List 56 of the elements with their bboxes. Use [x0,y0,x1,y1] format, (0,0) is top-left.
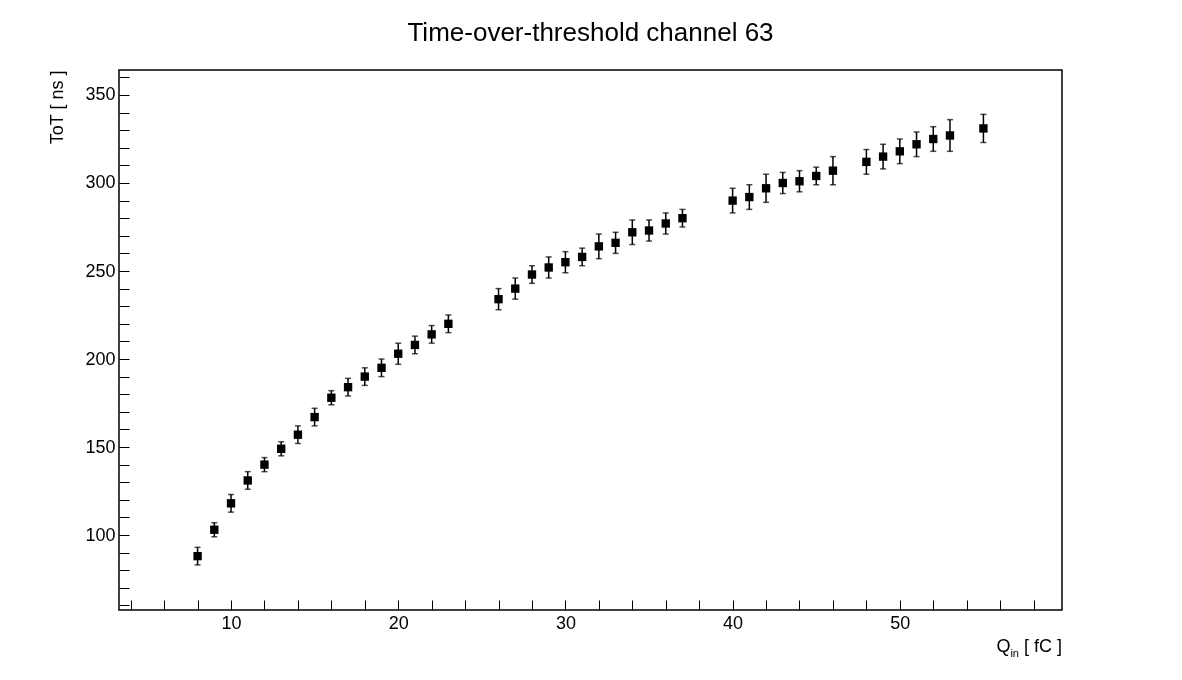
point [812,171,821,181]
point [394,349,403,358]
y-tick-label: 250 [85,260,116,281]
point [260,460,269,469]
point [410,340,420,350]
point [360,372,369,381]
point [745,192,754,202]
x-axis-title: Q$_{in}$ [ fC ] [996,636,1062,659]
y-tick-label: 200 [85,348,116,369]
point [594,242,604,251]
point [862,157,871,167]
point [611,238,620,248]
y-axis-title: ToT [ ns ] [47,70,68,145]
x-tick-label: 50 [890,612,911,633]
chart-title: Time-over-threshold channel 63 [407,17,774,48]
point [494,294,503,304]
point [628,228,637,237]
point [377,363,386,372]
point [828,166,838,175]
x-tick-label: 40 [723,612,744,633]
point [444,319,453,328]
point [511,284,520,293]
point [661,219,670,228]
point [544,263,553,272]
point [427,330,436,339]
point [678,214,687,223]
point [577,252,587,262]
point [878,152,888,161]
x-tick-label: 10 [221,612,242,633]
point [243,476,252,485]
point [310,412,319,422]
y-tick-label: 350 [85,84,116,105]
point [327,393,336,402]
point [343,382,353,392]
point [895,147,904,156]
point [226,499,236,508]
point [728,196,737,205]
point [210,525,219,534]
x-tick-label: 30 [555,612,576,633]
point [929,134,938,144]
point [527,270,537,279]
point [778,178,787,188]
point [293,430,303,439]
x-tick-label: 20 [388,612,409,633]
y-tick-label: 100 [85,524,116,545]
point [277,444,286,453]
point [761,184,771,193]
point [912,140,921,149]
y-tick-label: 300 [85,172,116,193]
point [945,131,955,140]
y-tick-label: 150 [85,436,116,457]
point [795,177,804,186]
point [979,124,988,133]
point [193,551,202,561]
point [644,226,654,235]
point [561,258,570,267]
